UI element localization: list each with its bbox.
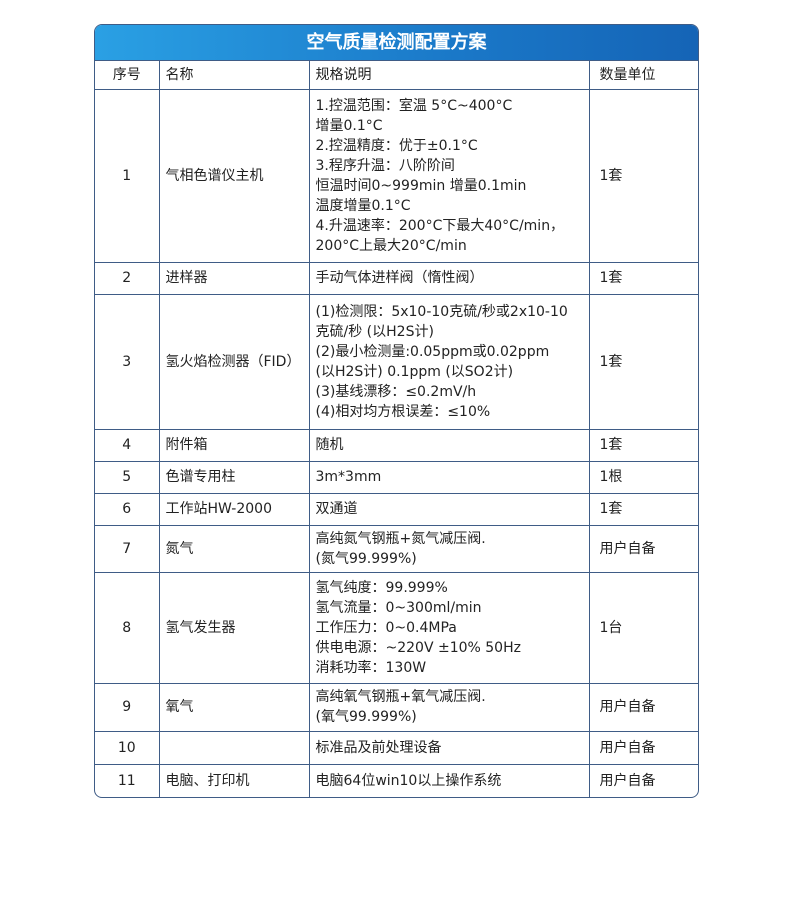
row-spec: 手动气体进样阀（惰性阀） bbox=[308, 261, 590, 295]
row-no: 5 bbox=[95, 460, 160, 494]
row-no: 8 bbox=[95, 571, 160, 684]
row-spec: 随机 bbox=[308, 428, 590, 462]
spec-line: (2)最小检测量:0.05ppm或0.02ppm bbox=[315, 343, 550, 360]
row-qty: 1套 bbox=[588, 492, 698, 526]
row-spec: 高纯氧气钢瓶+氧气减压阀. (氧气99.999%) bbox=[308, 682, 590, 732]
row-spec: 标准品及前处理设备 bbox=[308, 730, 590, 765]
row-name: 色谱专用柱 bbox=[158, 460, 310, 494]
row-no: 1 bbox=[95, 88, 160, 263]
row-no: 9 bbox=[95, 682, 160, 732]
spec-line: (以H2S计) 0.1ppm (以SO2计) bbox=[315, 363, 514, 380]
spec-line: 4.升温速率：200°C下最大40°C/min， bbox=[315, 217, 565, 234]
row-qty: 1套 bbox=[588, 428, 698, 462]
spec-line: 恒温时间0~999min 增量0.1min bbox=[315, 177, 527, 194]
table-row: 4 附件箱 随机 1套 bbox=[95, 428, 698, 462]
row-name bbox=[158, 730, 310, 765]
row-name: 氢火焰检测器（FID） bbox=[158, 293, 310, 430]
spec-line: (1)检测限：5x10-10克硫/秒或2x10-10 bbox=[315, 303, 568, 320]
row-spec: 3m*3mm bbox=[308, 460, 590, 494]
spec-line: 随机 bbox=[315, 437, 344, 453]
row-name: 附件箱 bbox=[158, 428, 310, 462]
table-row: 10 标准品及前处理设备 用户自备 bbox=[95, 730, 698, 765]
spec-line: 2.控温精度：优于±0.1°C bbox=[315, 137, 478, 154]
row-qty: 1根 bbox=[588, 460, 698, 494]
spec-line: 电脑64位win10以上操作系统 bbox=[315, 772, 502, 789]
spec-line: 双通道 bbox=[315, 501, 358, 517]
row-qty: 用户自备 bbox=[588, 682, 698, 732]
header-spec: 规格说明 bbox=[308, 61, 590, 90]
spec-line: 温度增量0.1°C bbox=[315, 197, 411, 214]
row-qty: 1套 bbox=[588, 261, 698, 295]
row-no: 2 bbox=[95, 261, 160, 295]
row-spec: 电脑64位win10以上操作系统 bbox=[308, 763, 590, 797]
row-qty: 用户自备 bbox=[588, 763, 698, 797]
spec-line: 克硫/秒 (以H2S计) bbox=[315, 323, 434, 340]
table-row: 5 色谱专用柱 3m*3mm 1根 bbox=[95, 460, 698, 494]
row-qty: 1套 bbox=[588, 88, 698, 263]
row-name: 进样器 bbox=[158, 261, 310, 295]
table-row: 8 氢气发生器 氢气纯度：99.999% 氢气流量：0~300ml/min 工作压力：0… bbox=[95, 571, 698, 684]
row-name: 电脑、打印机 bbox=[158, 763, 310, 797]
header-no: 序号 bbox=[95, 61, 160, 90]
row-name: 氮气 bbox=[158, 524, 310, 573]
table-row: 3 氢火焰检测器（FID） (1)检测限：5x10-10克硫/秒或2x10-10 克硫… bbox=[95, 293, 698, 430]
table-row: 6 工作站HW-2000 双通道 1套 bbox=[95, 492, 698, 526]
row-no: 7 bbox=[95, 524, 160, 573]
row-no: 10 bbox=[95, 730, 160, 765]
spec-line: (氧气99.999%) bbox=[315, 709, 417, 725]
config-table: 序号 名称 规格说明 数量单位 1 气相色谱仪主机 1.控温范围：室温 5°C~40… bbox=[95, 61, 698, 797]
row-qty: 1台 bbox=[588, 571, 698, 684]
spec-line: 3.程序升温：八阶阶间 bbox=[315, 157, 455, 174]
spec-line: 高纯氮气钢瓶+氮气减压阀. bbox=[315, 530, 486, 547]
spec-line: 高纯氧气钢瓶+氧气减压阀. bbox=[315, 689, 486, 705]
spec-line: 标准品及前处理设备 bbox=[315, 739, 442, 756]
row-spec: 双通道 bbox=[308, 492, 590, 526]
table-row: 9 氧气 高纯氧气钢瓶+氧气减压阀. (氧气99.999%) 用户自备 bbox=[95, 682, 698, 732]
table-row: 11 电脑、打印机 电脑64位win10以上操作系统 用户自备 bbox=[95, 763, 698, 797]
spec-line: 氢气纯度：99.999% bbox=[315, 579, 448, 596]
spec-line: 氢气流量：0~300ml/min bbox=[315, 599, 482, 616]
spec-line: (氮气99.999%) bbox=[315, 550, 417, 567]
table-row: 1 气相色谱仪主机 1.控温范围：室温 5°C~400°C 增量0.1°C 2.控温精度… bbox=[95, 88, 698, 263]
row-qty: 用户自备 bbox=[588, 524, 698, 573]
row-name: 气相色谱仪主机 bbox=[158, 88, 310, 263]
spec-line: 1.控温范围：室温 5°C~400°C bbox=[315, 97, 513, 114]
spec-line: (3)基线漂移：≤0.2mV/h bbox=[315, 383, 477, 400]
table-row: 7 氮气 高纯氮气钢瓶+氮气减压阀. (氮气99.999%) 用户自备 bbox=[95, 524, 698, 573]
row-no: 6 bbox=[95, 492, 160, 526]
table-title: 空气质量检测配置方案 bbox=[95, 25, 698, 61]
row-qty: 1套 bbox=[588, 293, 698, 430]
row-spec: (1)检测限：5x10-10克硫/秒或2x10-10 克硫/秒 (以H2S计) (2… bbox=[308, 293, 590, 430]
spec-line: 消耗功率：130W bbox=[315, 659, 427, 676]
row-spec: 高纯氮气钢瓶+氮气减压阀. (氮气99.999%) bbox=[308, 524, 590, 573]
spec-line: (4)相对均方根误差：≤10% bbox=[315, 403, 491, 420]
row-name: 氢气发生器 bbox=[158, 571, 310, 684]
spec-line: 供电电源：~220V ±10% 50Hz bbox=[315, 639, 521, 656]
row-name: 氧气 bbox=[158, 682, 310, 732]
table-row: 2 进样器 手动气体进样阀（惰性阀） 1套 bbox=[95, 261, 698, 295]
row-name: 工作站HW-2000 bbox=[158, 492, 310, 526]
config-table-container: 空气质量检测配置方案 序号 名称 规格说明 数量单位 1 气相色谱仪主机 1.控温范… bbox=[94, 24, 699, 798]
spec-line: 增量0.1°C bbox=[315, 117, 383, 134]
spec-line: 手动气体进样阀（惰性阀） bbox=[315, 270, 484, 286]
row-no: 11 bbox=[95, 763, 160, 797]
row-spec: 1.控温范围：室温 5°C~400°C 增量0.1°C 2.控温精度：优于±0.1°… bbox=[308, 88, 590, 263]
row-spec: 氢气纯度：99.999% 氢气流量：0~300ml/min 工作压力：0~0.4MP… bbox=[308, 571, 590, 684]
row-no: 3 bbox=[95, 293, 160, 430]
row-no: 4 bbox=[95, 428, 160, 462]
header-row: 序号 名称 规格说明 数量单位 bbox=[95, 61, 698, 90]
header-name: 名称 bbox=[158, 61, 310, 90]
row-qty: 用户自备 bbox=[588, 730, 698, 765]
spec-line: 3m*3mm bbox=[315, 469, 382, 485]
spec-line: 200°C上最大20°C/min bbox=[315, 237, 467, 254]
header-qty: 数量单位 bbox=[588, 61, 698, 90]
spec-line: 工作压力：0~0.4MPa bbox=[315, 619, 457, 636]
